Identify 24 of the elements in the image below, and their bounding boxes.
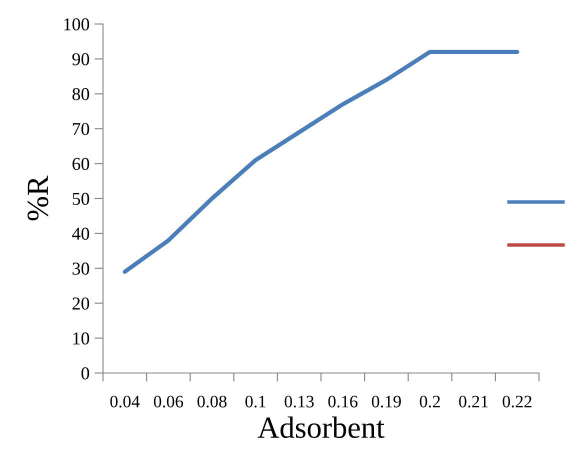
y-tick-label: 0: [81, 367, 90, 380]
y-axis-title: %R: [28, 176, 48, 220]
y-tick-label: 50: [72, 192, 90, 205]
x-tick-label: 0.19: [372, 396, 401, 408]
y-tick-label: 30: [72, 262, 90, 275]
y-tick-label: 80: [72, 88, 90, 100]
x-tick-label: 0.13: [284, 396, 314, 408]
x-tick-label: 0.16: [328, 396, 358, 408]
x-tick-label: 0.08: [197, 396, 227, 408]
x-tick-label: 0.1: [245, 396, 266, 408]
y-tick-label: 70: [72, 122, 90, 136]
x-tick-label: 0.22: [502, 396, 532, 408]
x-tick-label: 0.06: [154, 396, 184, 408]
y-tick-label: 90: [72, 53, 90, 66]
y-tick-label: 20: [72, 297, 90, 310]
line-series: [122, 50, 520, 274]
y-tick-label: 40: [72, 228, 90, 240]
y-tick-label: 60: [72, 158, 90, 170]
x-tick-label: 0.04: [110, 396, 140, 408]
y-tick-label: 100: [64, 18, 90, 30]
y-tick-label: 10: [73, 332, 90, 345]
x-tick-label: 0.21: [459, 396, 488, 408]
x-tick-label: 0.2: [420, 396, 440, 408]
x-axis-title: Adsorbent: [258, 416, 384, 438]
